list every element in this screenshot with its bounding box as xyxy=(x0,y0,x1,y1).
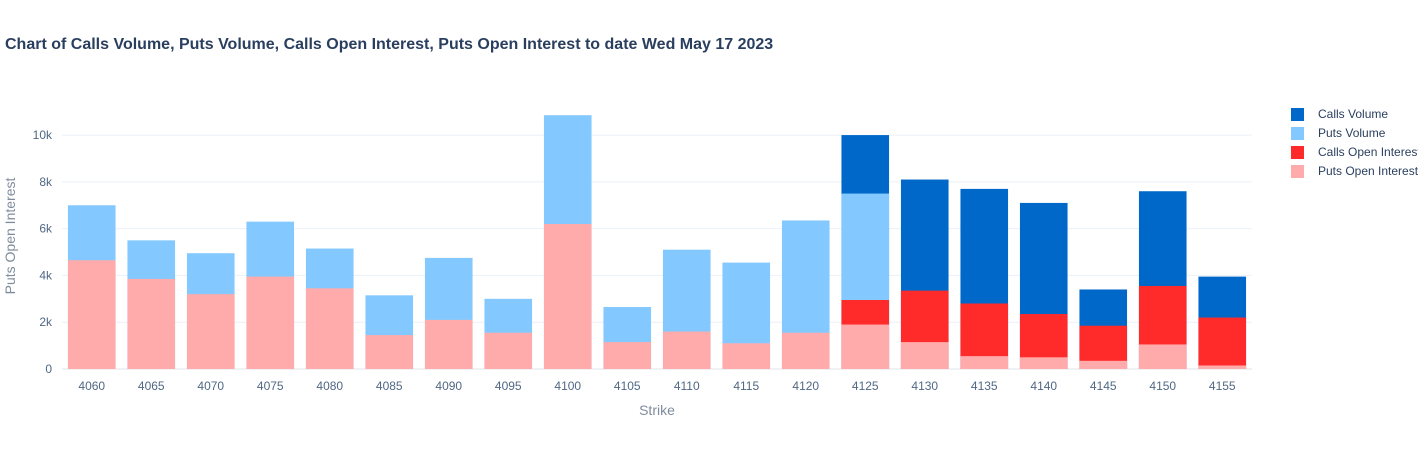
x-tick-label: 4090 xyxy=(435,379,462,393)
x-tick-label: 4085 xyxy=(376,379,403,393)
x-tick-label: 4155 xyxy=(1209,379,1236,393)
legend-label: Puts Volume xyxy=(1318,126,1386,140)
x-tick-label: 4125 xyxy=(852,379,879,393)
y-tick-label: 6k xyxy=(39,222,53,236)
legend-label: Calls Open Interest xyxy=(1318,145,1418,159)
bar-puts-open-interest[interactable] xyxy=(1138,344,1187,369)
x-tick-label: 4105 xyxy=(614,379,641,393)
bar-puts-open-interest[interactable] xyxy=(424,319,473,369)
bar-puts-open-interest[interactable] xyxy=(186,294,235,369)
y-tick-labels: 0 2k 4k 6k 8k 10k xyxy=(33,128,53,376)
x-tick-label: 4100 xyxy=(554,379,581,393)
x-tick-label: 4130 xyxy=(911,379,938,393)
x-tick-label: 4150 xyxy=(1149,379,1176,393)
y-tick-label: 2k xyxy=(39,315,53,329)
bar-calls-open-interest[interactable] xyxy=(1198,317,1247,369)
bar-puts-open-interest[interactable] xyxy=(1079,360,1128,369)
x-tick-label: 4065 xyxy=(138,379,165,393)
bar-puts-open-interest[interactable] xyxy=(662,331,711,369)
legend-swatch xyxy=(1291,165,1304,178)
bar-puts-open-interest[interactable] xyxy=(781,332,830,369)
legend-label: Puts Open Interest xyxy=(1318,164,1418,178)
chart-title: Chart of Calls Volume, Puts Volume, Call… xyxy=(5,36,774,53)
legend-label: Calls Volume xyxy=(1318,107,1388,121)
legend: Calls Volume Puts Volume Calls Open Intere… xyxy=(1291,107,1418,178)
bar-puts-open-interest[interactable] xyxy=(1198,365,1247,369)
bar-puts-open-interest[interactable] xyxy=(900,342,949,369)
bar-puts-open-interest[interactable] xyxy=(365,335,414,369)
legend-item-puts-volume[interactable]: Puts Volume xyxy=(1291,126,1386,140)
x-tick-label: 4075 xyxy=(257,379,284,393)
legend-item-puts-open-interest[interactable]: Puts Open Interest xyxy=(1291,164,1418,178)
bar-puts-open-interest[interactable] xyxy=(1019,357,1068,369)
bar-puts-open-interest[interactable] xyxy=(246,276,295,369)
bar-puts-open-interest[interactable] xyxy=(841,324,890,369)
x-tick-labels: 4060 4065 4070 4075 4080 4085 4090 4095 4100 4105… xyxy=(78,379,1236,393)
x-axis-title: Strike xyxy=(639,402,675,418)
bar-puts-open-interest[interactable] xyxy=(722,343,771,369)
y-tick-label: 10k xyxy=(33,128,53,142)
x-tick-label: 4140 xyxy=(1030,379,1057,393)
x-tick-label: 4080 xyxy=(316,379,343,393)
x-tick-label: 4070 xyxy=(197,379,224,393)
legend-swatch xyxy=(1291,146,1304,159)
x-tick-label: 4095 xyxy=(495,379,522,393)
y-tick-label: 8k xyxy=(39,175,53,189)
legend-item-calls-open-interest[interactable]: Calls Open Interest xyxy=(1291,145,1418,159)
legend-item-calls-volume[interactable]: Calls Volume xyxy=(1291,107,1388,121)
y-tick-label: 0 xyxy=(45,362,52,376)
y-tick-label: 4k xyxy=(39,268,53,282)
y-axis-title: Puts Open Interest xyxy=(2,178,18,295)
x-tick-label: 4145 xyxy=(1090,379,1117,393)
bar-puts-open-interest[interactable] xyxy=(484,332,533,369)
legend-swatch xyxy=(1291,108,1304,121)
bars xyxy=(67,115,1247,369)
bar-puts-open-interest[interactable] xyxy=(603,342,652,369)
x-tick-label: 4115 xyxy=(733,379,759,393)
x-tick-label: 4060 xyxy=(78,379,105,393)
bar-puts-open-interest[interactable] xyxy=(305,288,354,369)
legend-swatch xyxy=(1291,127,1304,140)
bar-puts-open-interest[interactable] xyxy=(67,260,116,369)
x-tick-label: 4110 xyxy=(674,379,700,393)
x-tick-label: 4135 xyxy=(971,379,998,393)
x-tick-label: 4120 xyxy=(792,379,819,393)
gridlines xyxy=(62,134,1252,370)
bar-puts-open-interest[interactable] xyxy=(960,356,1009,369)
bar-puts-open-interest[interactable] xyxy=(543,223,592,369)
bar-puts-open-interest[interactable] xyxy=(127,278,176,369)
